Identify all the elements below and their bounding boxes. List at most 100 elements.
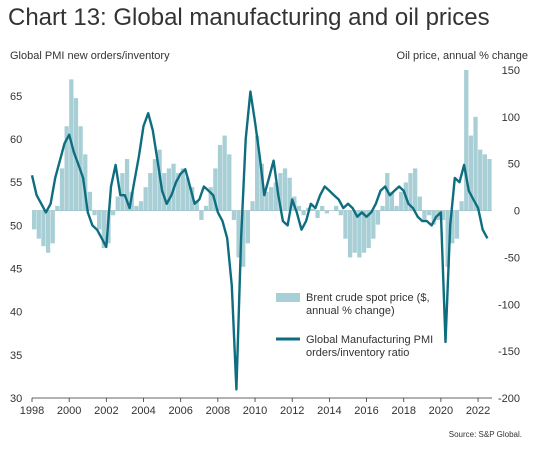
oil-bar-0 bbox=[32, 210, 37, 230]
oil-bar-97 bbox=[482, 154, 487, 211]
legend-oil-label-line-0: Brent crude spot price ($, bbox=[306, 292, 430, 304]
right-tick-label--150: -150 bbox=[498, 346, 520, 358]
oil-bar-49 bbox=[259, 163, 264, 211]
right-axis: -200 -150 -100 -50 0 50 100 150 bbox=[498, 65, 520, 405]
oil-bar-54 bbox=[282, 168, 288, 211]
oil-bar-3 bbox=[45, 210, 51, 253]
oil-bar-94 bbox=[468, 135, 474, 211]
oil-bar-78 bbox=[394, 205, 399, 211]
oil-price-bars bbox=[32, 70, 492, 267]
x-tick-label-1998: 1998 bbox=[20, 405, 44, 417]
oil-bar-23 bbox=[138, 201, 144, 211]
left-tick-label-60: 60 bbox=[10, 134, 22, 146]
oil-bar-44 bbox=[236, 210, 241, 258]
right-tick-label--50: -50 bbox=[504, 252, 520, 264]
oil-bar-79 bbox=[399, 191, 404, 211]
left-axis: 30 35 40 45 50 55 60 65 bbox=[10, 91, 22, 405]
oil-bar-15 bbox=[101, 210, 106, 249]
x-tick-label-2006: 2006 bbox=[168, 405, 192, 417]
legend-pmi-label-line-1: orders/inventory ratio bbox=[306, 347, 409, 359]
oil-bar-52 bbox=[273, 182, 278, 211]
x-tick-label-2020: 2020 bbox=[429, 405, 453, 417]
oil-bar-90 bbox=[450, 210, 455, 244]
legend: Brent crude spot price ($,annual % chang… bbox=[276, 292, 433, 359]
left-axis-caption: Global PMI new orders/inventory bbox=[10, 50, 170, 62]
oil-bar-9 bbox=[73, 98, 79, 211]
oil-bar-57 bbox=[296, 205, 302, 211]
left-tick-label-30: 30 bbox=[10, 393, 22, 405]
oil-bar-42 bbox=[227, 154, 232, 211]
left-tick-label-45: 45 bbox=[10, 264, 22, 276]
oil-bar-95 bbox=[473, 116, 478, 211]
x-tick-label-2012: 2012 bbox=[280, 405, 304, 417]
oil-bar-41 bbox=[222, 135, 227, 211]
x-tick-label-2014: 2014 bbox=[317, 405, 341, 417]
oil-bar-65 bbox=[334, 205, 339, 211]
oil-bar-75 bbox=[380, 205, 385, 211]
oil-bar-25 bbox=[148, 173, 153, 211]
oil-bar-62 bbox=[320, 205, 325, 211]
oil-bar-32 bbox=[180, 168, 185, 211]
x-axis: 1998 2000 2002 2004 2006 2008 2010 2012 2014 2016… bbox=[20, 397, 492, 417]
oil-bar-47 bbox=[250, 201, 255, 211]
x-tick-label-2008: 2008 bbox=[206, 405, 230, 417]
right-tick-label--200: -200 bbox=[498, 393, 520, 405]
oil-bar-14 bbox=[97, 210, 102, 230]
oil-bar-13 bbox=[92, 210, 97, 216]
pmi-line bbox=[30, 90, 489, 391]
oil-bar-69 bbox=[352, 210, 357, 253]
oil-bar-2 bbox=[41, 210, 46, 247]
oil-bar-58 bbox=[301, 210, 306, 216]
x-tick-label-2002: 2002 bbox=[94, 405, 118, 417]
oil-bar-53 bbox=[278, 173, 283, 211]
oil-bar-67 bbox=[343, 210, 348, 239]
oil-bar-28 bbox=[162, 173, 167, 211]
left-tick-label-55: 55 bbox=[10, 177, 22, 189]
right-axis-caption: Oil price, annual % change bbox=[396, 50, 528, 62]
right-tick-label--100: -100 bbox=[498, 299, 520, 311]
oil-bar-5 bbox=[55, 205, 60, 211]
right-tick-label-150: 150 bbox=[502, 65, 520, 77]
oil-bar-1 bbox=[36, 210, 41, 239]
oil-bar-60 bbox=[310, 208, 316, 211]
oil-bar-85 bbox=[426, 210, 432, 216]
oil-bar-89 bbox=[445, 210, 450, 267]
oil-bar-50 bbox=[264, 191, 269, 211]
oil-bar-96 bbox=[478, 149, 483, 211]
oil-bar-11 bbox=[83, 154, 88, 211]
oil-bar-20 bbox=[124, 159, 130, 211]
x-tick-label-2022: 2022 bbox=[466, 405, 490, 417]
oil-bar-17 bbox=[110, 210, 116, 216]
oil-bar-24 bbox=[143, 187, 148, 211]
left-tick-label-35: 35 bbox=[10, 350, 22, 362]
oil-bar-37 bbox=[203, 205, 209, 211]
oil-bar-43 bbox=[231, 210, 237, 220]
oil-bar-83 bbox=[417, 196, 422, 211]
oil-bar-29 bbox=[166, 168, 172, 211]
oil-bar-38 bbox=[208, 187, 213, 211]
legend-oil-swatch bbox=[276, 293, 300, 302]
oil-bar-91 bbox=[454, 210, 460, 239]
oil-bar-84 bbox=[422, 210, 427, 220]
oil-bar-70 bbox=[357, 210, 362, 258]
oil-bar-19 bbox=[120, 173, 125, 211]
oil-bar-18 bbox=[115, 196, 120, 211]
oil-bar-39 bbox=[213, 168, 218, 211]
oil-bar-22 bbox=[134, 205, 139, 211]
oil-bar-40 bbox=[217, 144, 223, 211]
oil-bar-51 bbox=[268, 187, 274, 211]
page-title: Chart 13: Global manufacturing and oil p… bbox=[8, 4, 490, 31]
oil-bar-82 bbox=[413, 168, 418, 211]
oil-bar-48 bbox=[255, 135, 260, 211]
oil-bar-74 bbox=[375, 210, 381, 225]
right-tick-label-0: 0 bbox=[514, 206, 520, 218]
oil-bar-71 bbox=[361, 210, 367, 253]
oil-bar-66 bbox=[338, 210, 343, 216]
oil-bar-12 bbox=[87, 191, 93, 211]
oil-bar-61 bbox=[315, 210, 320, 219]
x-tick-label-2000: 2000 bbox=[57, 405, 81, 417]
oil-bar-36 bbox=[199, 210, 204, 220]
oil-bar-63 bbox=[324, 210, 330, 214]
x-tick-label-2018: 2018 bbox=[391, 405, 415, 417]
oil-bar-77 bbox=[389, 191, 395, 211]
